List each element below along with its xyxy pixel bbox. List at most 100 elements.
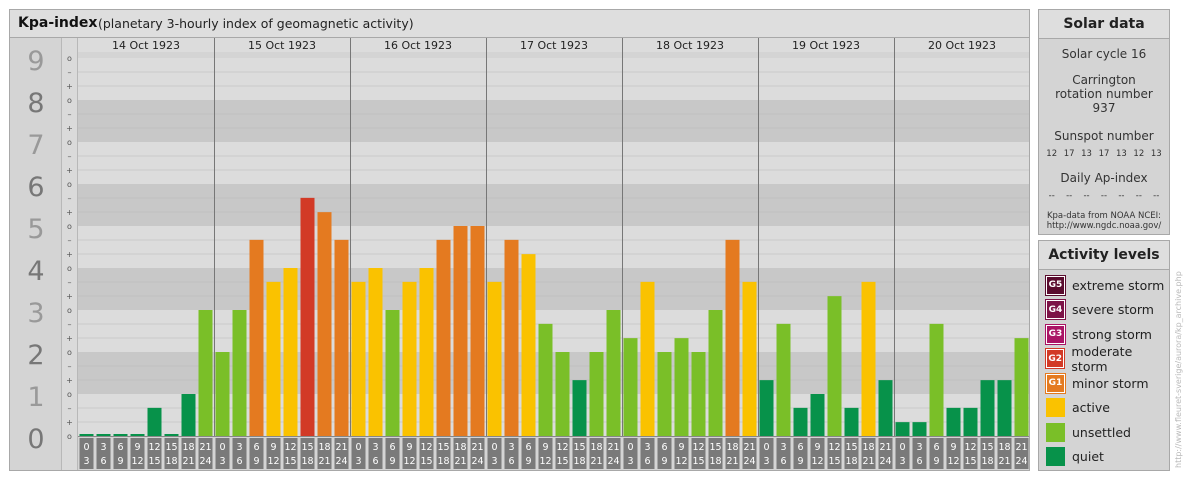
hour-start-label: 21 [743, 442, 755, 453]
hour-end-label: 18 [437, 456, 449, 467]
hour-start-label: 21 [199, 442, 211, 453]
hour-start-label: 6 [933, 442, 939, 453]
level-swatch: G4 [1045, 299, 1066, 321]
y-tick-label: 3 [27, 298, 44, 329]
kp-bar [521, 254, 536, 436]
kp-bar [810, 394, 825, 436]
band-5 [78, 184, 1029, 226]
kpa-chart-panel: 14 Oct 1923 15 Oct 1923 16 Oct 1923 17 Oct … [9, 9, 1030, 471]
subtick-column [61, 38, 78, 470]
hour-end-label: 24 [1015, 456, 1027, 467]
hour-box [368, 438, 383, 469]
hour-box [895, 438, 910, 469]
kp-bar [164, 434, 179, 436]
level-swatch: G3 [1045, 323, 1066, 345]
hour-end-label: 24 [199, 456, 211, 467]
hour-end-label: 24 [743, 456, 755, 467]
hour-end-label: 3 [627, 456, 633, 467]
kp-bar [674, 338, 689, 436]
hour-start-label: 9 [542, 442, 548, 453]
kp-bar [147, 407, 162, 436]
hour-box [1014, 438, 1029, 469]
hour-start-label: 0 [83, 442, 89, 453]
hour-start-label: 6 [661, 442, 667, 453]
hour-start-label: 18 [182, 442, 194, 453]
kp-bar [470, 226, 485, 436]
hour-box [555, 438, 570, 469]
subtick-mark: + [66, 292, 73, 301]
hour-start-label: 6 [525, 442, 531, 453]
source-link[interactable]: http://www.ngdc.noaa.gov/ [1046, 221, 1162, 231]
hour-start-label: 12 [556, 442, 568, 453]
hour-start-label: 3 [236, 442, 242, 453]
ap-value-1: -- [1066, 191, 1073, 201]
kp-bar [453, 226, 468, 436]
hour-end-label: 6 [236, 456, 242, 467]
hour-box [249, 438, 264, 469]
hour-end-label: 3 [763, 456, 769, 467]
hour-box [96, 438, 111, 469]
subtick-mark: – [68, 404, 72, 413]
subtick-mark: + [66, 124, 73, 133]
y-tick-label: 9 [27, 46, 44, 77]
kp-bar [844, 407, 859, 436]
hour-start-label: 12 [828, 442, 840, 453]
hour-end-label: 12 [539, 456, 551, 467]
hour-end-label: 18 [845, 456, 857, 467]
chart-subtitle: (planetary 3-hourly index of geomagnetic… [98, 16, 414, 31]
hour-start-label: 15 [709, 442, 721, 453]
hour-box [861, 438, 876, 469]
hour-end-label: 18 [301, 456, 313, 467]
y-tick-label: 7 [27, 130, 44, 161]
hour-box [215, 438, 230, 469]
hour-start-label: 18 [862, 442, 874, 453]
hour-box [164, 438, 179, 469]
kp-bar [912, 422, 927, 436]
hour-end-label: 9 [525, 456, 531, 467]
hour-end-label: 9 [933, 456, 939, 467]
kp-bar [402, 281, 417, 436]
hour-start-label: 15 [573, 442, 585, 453]
kp-bar [555, 352, 570, 436]
hour-start-label: 6 [117, 442, 123, 453]
kp-bar [538, 323, 553, 436]
hour-box [147, 438, 162, 469]
hour-start-label: 21 [607, 442, 619, 453]
hour-box [283, 438, 298, 469]
hour-start-label: 15 [981, 442, 993, 453]
subtick-mark: + [66, 334, 73, 343]
hour-box [997, 438, 1012, 469]
band-3 [78, 268, 1029, 310]
hour-end-label: 18 [165, 456, 177, 467]
hour-end-label: 18 [981, 456, 993, 467]
y-tick-label: 4 [27, 256, 44, 287]
kp-bar [589, 352, 604, 436]
hour-start-label: 6 [389, 442, 395, 453]
hour-end-label: 24 [335, 456, 347, 467]
level-label: extreme storm [1072, 277, 1165, 293]
ap-value-0: -- [1048, 191, 1055, 201]
hour-start-label: 21 [335, 442, 347, 453]
hour-start-label: 12 [284, 442, 296, 453]
day-label: 19 Oct 1923 [792, 39, 860, 52]
y-tick-label: 1 [27, 382, 44, 413]
hour-end-label: 18 [573, 456, 585, 467]
hour-box [113, 438, 128, 469]
hour-end-label: 24 [607, 456, 619, 467]
subtick-mark: + [66, 250, 73, 259]
kp-bar [419, 268, 434, 436]
ap-value-2: -- [1083, 191, 1090, 201]
day-label: 20 Oct 1923 [928, 39, 996, 52]
kp-bar [878, 380, 893, 436]
hour-box [691, 438, 706, 469]
kp-bar [334, 239, 349, 436]
subtick-mark: – [68, 236, 72, 245]
hour-end-label: 9 [389, 456, 395, 467]
sunspot-value-3: 17 [1098, 149, 1110, 159]
hour-start-label: 3 [372, 442, 378, 453]
kp-bar [793, 407, 808, 436]
hour-box [929, 438, 944, 469]
hour-end-label: 12 [267, 456, 279, 467]
hour-end-label: 15 [420, 456, 432, 467]
hour-end-label: 6 [780, 456, 786, 467]
